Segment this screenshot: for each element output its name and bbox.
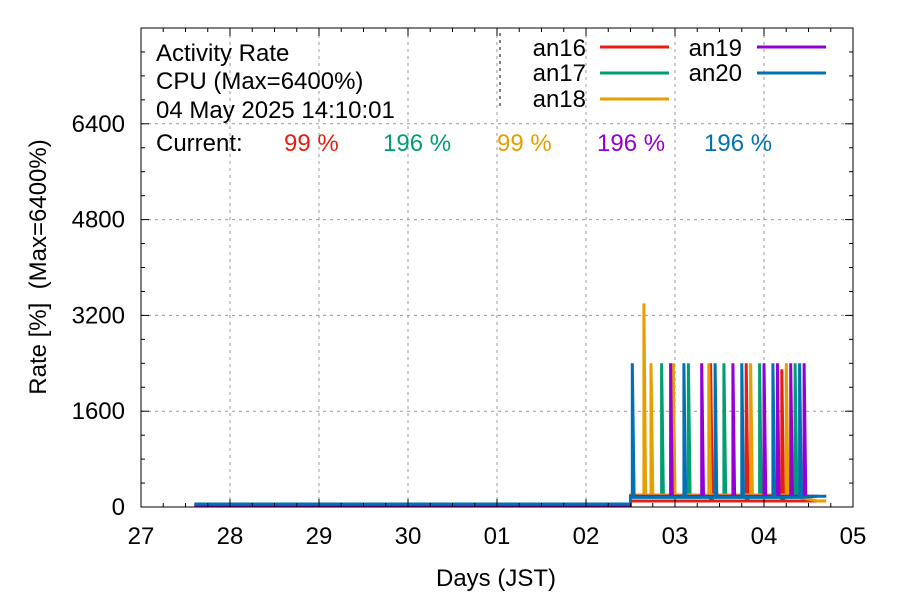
legend-item-an17: an17 xyxy=(533,60,669,87)
current-label: Current: xyxy=(156,130,243,157)
current-value-an17: 196 % xyxy=(383,130,451,157)
legend-label-an20: an20 xyxy=(689,60,742,87)
grid xyxy=(141,28,853,507)
x-tick-label: 03 xyxy=(662,523,689,550)
current-values: Current: 99 % 196 % 99 % 196 % 196 % xyxy=(156,130,772,157)
y-tick-label: 0 xyxy=(112,494,125,521)
y-tick-label: 6400 xyxy=(72,111,125,138)
series-line-an20 xyxy=(194,363,827,506)
x-tick-label: 01 xyxy=(484,523,511,550)
x-tick-label: 28 xyxy=(217,523,244,550)
x-axis-label: Days (JST) xyxy=(436,565,556,592)
y-tick-label: 4800 xyxy=(72,207,125,234)
x-tick-label: 04 xyxy=(751,523,778,550)
legend-item-an20: an20 xyxy=(689,60,826,87)
legend-label-an17: an17 xyxy=(533,60,586,87)
x-tick-label: 05 xyxy=(840,523,867,550)
x-tick-label: 29 xyxy=(306,523,333,550)
x-tick-label: 30 xyxy=(395,523,422,550)
chart-title: Activity Rate xyxy=(156,40,289,67)
legend-item-an18: an18 xyxy=(533,86,669,113)
legend-label-an18: an18 xyxy=(533,86,586,113)
y-axis-label: Rate [%] (Max=6400%) xyxy=(25,139,52,394)
chart-timestamp: 04 May 2025 14:10:01 xyxy=(156,97,395,124)
current-value-an16: 99 % xyxy=(284,130,339,157)
legend-item-an16: an16 xyxy=(533,35,669,62)
y-tick-label: 1600 xyxy=(72,398,125,425)
current-value-an20: 196 % xyxy=(704,130,772,157)
y-tick-label: 3200 xyxy=(72,302,125,329)
legend-label-an19: an19 xyxy=(689,35,742,62)
x-tick-label: 27 xyxy=(128,523,155,550)
legend-item-an19: an19 xyxy=(689,35,826,62)
current-value-an19: 196 % xyxy=(597,130,665,157)
x-tick-label: 02 xyxy=(573,523,600,550)
legend-label-an16: an16 xyxy=(533,35,586,62)
legend: an16 an17 an18 an19 an20 xyxy=(499,33,826,113)
ticks xyxy=(140,28,854,508)
series-layer xyxy=(194,303,827,508)
chart-subtitle: CPU (Max=6400%) xyxy=(156,68,363,95)
current-value-an18: 99 % xyxy=(497,130,552,157)
tick-labels: 27 28 29 30 01 02 03 04 05 0 1600 3200 4800 6400 xyxy=(72,111,867,550)
title-block: Activity Rate CPU (Max=6400%) 04 May 202… xyxy=(156,40,395,124)
